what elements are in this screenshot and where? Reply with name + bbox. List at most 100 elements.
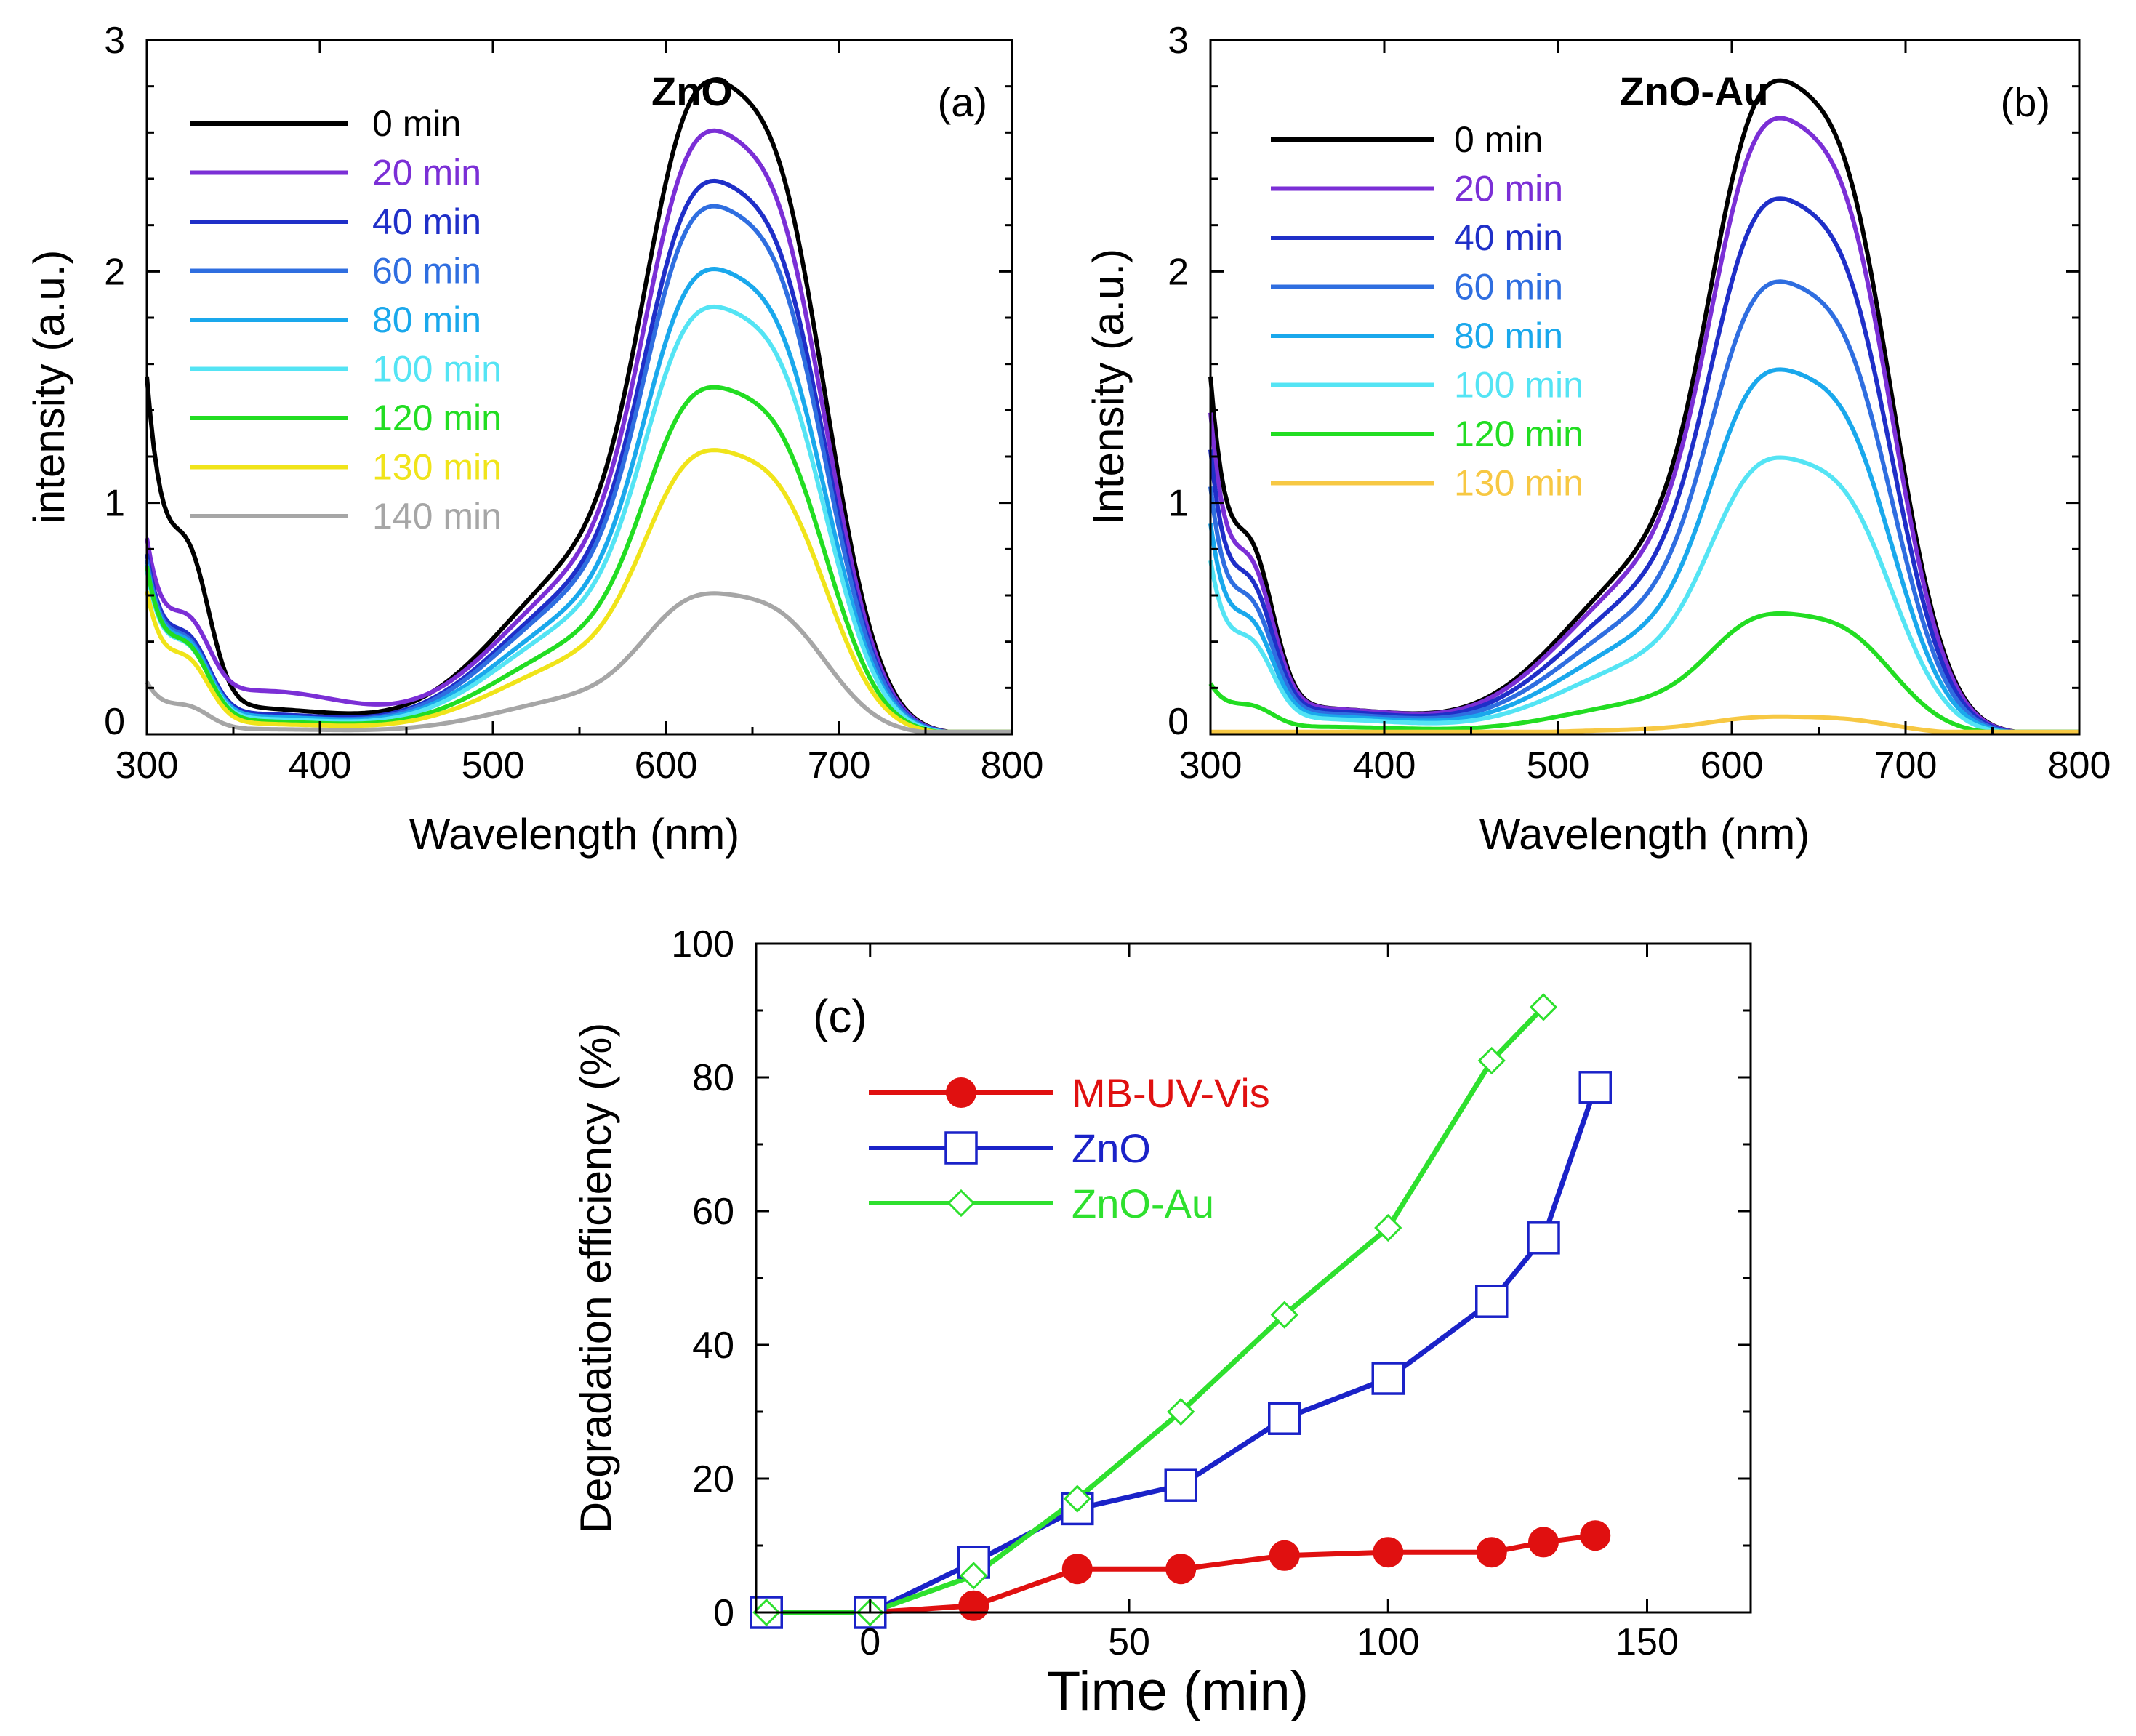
panel-b-spectrum-120-min	[1208, 611, 2079, 734]
legend-label: 120 min	[1454, 414, 1583, 454]
panel-a-x-axis-label: Wavelength (nm)	[409, 810, 740, 859]
y-tick-label: 2	[104, 251, 125, 293]
panel-b-spectrum-80-min	[1208, 367, 2079, 734]
legend-label: 0 min	[1454, 119, 1543, 160]
data-point-MB-UV-Vis	[1061, 1554, 1093, 1585]
data-point-ZnO-Au	[1167, 1397, 1195, 1426]
panel-c-x-axis-label: Time (min)	[1047, 1660, 1309, 1722]
legend-label: ZnO-Au	[1072, 1181, 1214, 1226]
panel-a-spectrum-20-min	[145, 128, 1012, 734]
y-tick-label: 1	[1168, 483, 1189, 525]
panel-b-legend: 0 min 20 min 40 min 60 min 80 min 100 min 120 …	[1271, 119, 1583, 504]
panel-b-spectrum-40-min	[1208, 196, 2079, 734]
panel-b-spectra	[1208, 78, 2079, 734]
panel-a-spectrum-120-min	[145, 385, 1012, 734]
data-point-MB-UV-Vis	[1269, 1540, 1300, 1571]
legend-label: 80 min	[1454, 316, 1563, 356]
panel-a-label: (a)	[938, 79, 987, 125]
x-tick-label: 400	[289, 744, 352, 787]
y-tick-label: 0	[713, 1592, 734, 1634]
panel-b-spectrum-60-min	[1208, 279, 2079, 734]
data-point-ZnO	[1578, 1071, 1612, 1104]
x-tick-label: 100	[1357, 1621, 1420, 1663]
panel-a-spectra	[145, 78, 1012, 734]
data-point-MB-UV-Vis	[958, 1590, 989, 1621]
x-tick-label: 600	[635, 744, 698, 787]
panel-a-spectrum-100-min	[145, 304, 1012, 734]
legend-label: 40 min	[372, 201, 481, 242]
legend-marker	[944, 1131, 978, 1165]
panel-b-y-axis-label: Intensity (a.u.)	[1084, 249, 1133, 525]
legend-label: 20 min	[372, 153, 481, 193]
legend-label: 80 min	[372, 300, 481, 340]
data-point-ZnO	[1164, 1468, 1197, 1502]
series-line-ZnO	[766, 1086, 1598, 1615]
legend-label: 0 min	[372, 103, 461, 144]
y-tick-label: 40	[692, 1325, 734, 1367]
y-tick-label: 3	[1168, 20, 1189, 62]
y-tick-label: 20	[692, 1458, 734, 1500]
x-tick-label: 500	[1527, 744, 1590, 787]
x-tick-label: 800	[2048, 744, 2111, 787]
x-tick-label: 800	[981, 744, 1044, 787]
panel-a-ticks: 300 400 500 600 700 800 0 1 2 3	[104, 20, 1043, 787]
legend-label: 100 min	[372, 349, 502, 390]
panel-b-spectrum-100-min	[1208, 455, 2079, 734]
y-tick-label: 100	[671, 923, 734, 965]
y-tick-label: 2	[1168, 251, 1189, 293]
legend-label: 140 min	[372, 496, 502, 537]
x-tick-label: 300	[1179, 744, 1242, 787]
panel-b: 300 400 500 600 700 800 0 1 2 3 ZnO-Au (b) Wavele…	[1084, 20, 2111, 859]
y-tick-label: 0	[1168, 701, 1189, 743]
legend-label: 40 min	[1454, 217, 1563, 258]
panel-c-y-axis-label: Degradation efficiency (%)	[571, 1023, 620, 1534]
data-point-ZnO	[1527, 1221, 1560, 1255]
y-tick-label: 80	[692, 1057, 734, 1099]
x-tick-label: 300	[116, 744, 179, 787]
data-point-ZnO-Au	[1477, 1046, 1506, 1075]
legend-label: ZnO	[1072, 1125, 1151, 1171]
data-point-ZnO-Au	[1529, 993, 1558, 1021]
y-tick-label: 1	[104, 483, 125, 525]
panel-b-ticks: 300 400 500 600 700 800 0 1 2 3	[1168, 20, 2111, 787]
data-point-ZnO	[1371, 1362, 1405, 1395]
x-tick-label: 150	[1615, 1621, 1679, 1663]
x-tick-label: 0	[859, 1621, 880, 1663]
panel-c-plot-frame	[755, 942, 1752, 1614]
legend-label: 130 min	[372, 447, 502, 488]
data-point-ZnO	[1475, 1285, 1509, 1318]
panel-c-legend: MB-UV-Vis ZnO ZnO-Au	[869, 1070, 1270, 1226]
panel-c-ticks: 0 50 100 150 0 20 40 60 80 100	[671, 923, 1751, 1663]
y-tick-label: 0	[104, 701, 125, 743]
panel-b-spectrum-0-min	[1208, 78, 2079, 734]
panel-a-spectrum-0-min	[145, 78, 1012, 734]
data-point-MB-UV-Vis	[1476, 1537, 1507, 1568]
panel-c-label: (c)	[813, 990, 867, 1042]
x-tick-label: 50	[1108, 1621, 1150, 1663]
panel-a: 300 400 500 600 700 800 0 1 2 3 ZnO (a) Wavelengt…	[25, 20, 1043, 859]
legend-label: 120 min	[372, 398, 502, 438]
panel-b-label: (b)	[2001, 79, 2050, 125]
data-point-ZnO-Au	[1063, 1484, 1091, 1513]
panel-b-x-axis-label: Wavelength (nm)	[1479, 810, 1810, 859]
panel-a-title: ZnO	[651, 68, 733, 114]
x-tick-label: 700	[1874, 744, 1938, 787]
panel-a-spectrum-140-min	[145, 591, 1012, 734]
data-point-ZnO-Au	[960, 1562, 988, 1590]
data-point-MB-UV-Vis	[1528, 1527, 1559, 1558]
data-point-ZnO-Au	[1270, 1301, 1298, 1329]
x-tick-label: 700	[808, 744, 871, 787]
data-point-ZnO-Au	[1374, 1213, 1402, 1242]
panel-c: 0 50 100 150 0 20 40 60 80 100 (c) Time (min) Deg…	[571, 923, 1752, 1722]
panel-b-spectrum-20-min	[1208, 116, 2079, 734]
legend-label: 60 min	[372, 251, 481, 292]
panel-b-title: ZnO-Au	[1619, 68, 1768, 114]
panel-a-legend: 0 min 20 min 40 min 60 min 80 min 100 min 120 …	[190, 103, 502, 537]
legend-marker	[946, 1077, 976, 1108]
panel-a-spectrum-130-min	[145, 448, 1012, 734]
data-point-MB-UV-Vis	[1373, 1537, 1404, 1568]
legend-label: MB-UV-Vis	[1072, 1070, 1270, 1116]
panel-a-spectrum-80-min	[145, 267, 1012, 734]
legend-label: 100 min	[1454, 365, 1583, 406]
